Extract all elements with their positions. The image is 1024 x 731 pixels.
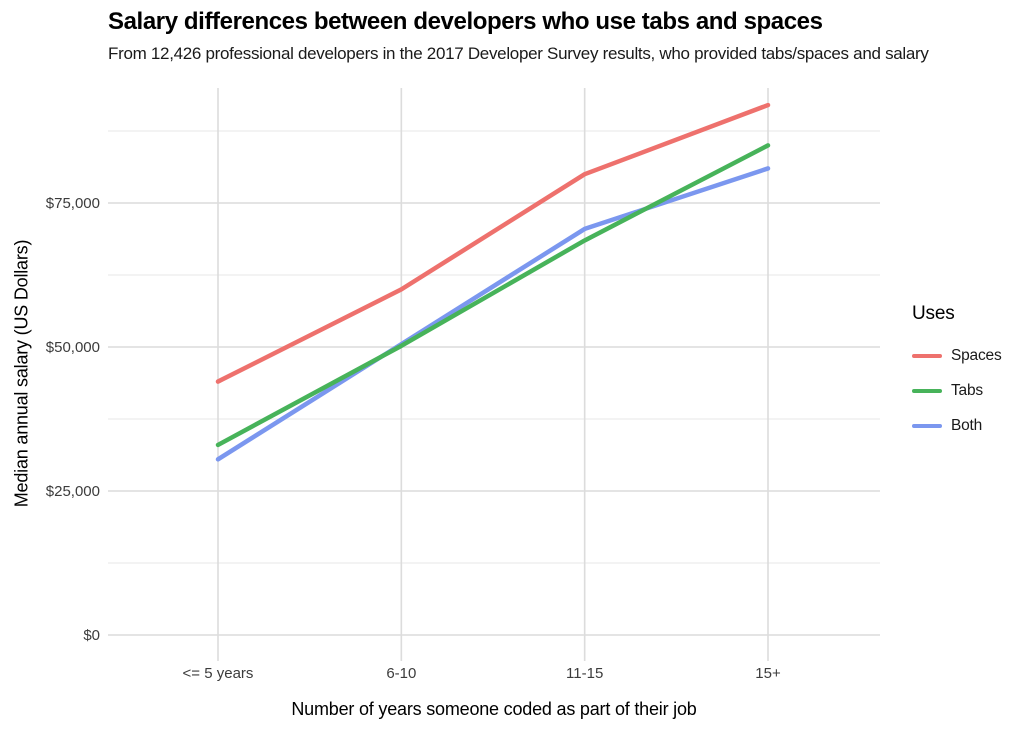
x-tick-labels: <= 5 years 6-10 11-15 15+ [183,665,781,682]
series-line-tabs [215,143,771,448]
legend-label: Tabs [951,381,983,399]
legend-swatch-both [912,423,942,428]
chart-title: Salary differences between developers wh… [108,8,823,35]
y-axis-title-box: Median annual salary (US Dollars) [4,173,40,573]
legend-swatch-tabs [912,388,942,393]
legend-title: Uses [912,303,955,324]
chart-subtitle: From 12,426 professional developers in t… [108,44,929,63]
gridlines-major [108,202,880,636]
y-tick-label: $75,000 [46,195,100,212]
x-tick-label: <= 5 years [183,665,254,682]
series-line-spaces [215,102,771,384]
x-tick-label: 11-15 [566,665,603,682]
legend-swatch-spaces [912,353,942,358]
y-axis-title: Median annual salary (US Dollars) [11,239,32,507]
x-tick-label: 15+ [755,665,781,682]
legend: Uses Spaces Tabs Both [912,303,1024,443]
legend-label: Spaces [951,346,1002,364]
legend-item-spaces: Spaces [912,338,1024,373]
y-tick-label: $0 [83,627,100,644]
series-line-both [215,166,771,462]
y-tick-labels: $0 $25,000 $50,000 $75,000 [46,195,100,644]
y-tick-label: $50,000 [46,339,100,356]
gridlines-vertical [217,88,769,661]
legend-item-tabs: Tabs [912,373,1024,408]
x-axis-title: Number of years someone coded as part of… [291,699,697,719]
x-tick-label: 6-10 [386,665,416,682]
legend-items: Spaces Tabs Both [912,338,1024,443]
y-tick-label: $25,000 [46,483,100,500]
legend-label: Both [951,416,983,434]
legend-item-both: Both [912,408,1024,443]
gridlines-minor [108,130,880,564]
